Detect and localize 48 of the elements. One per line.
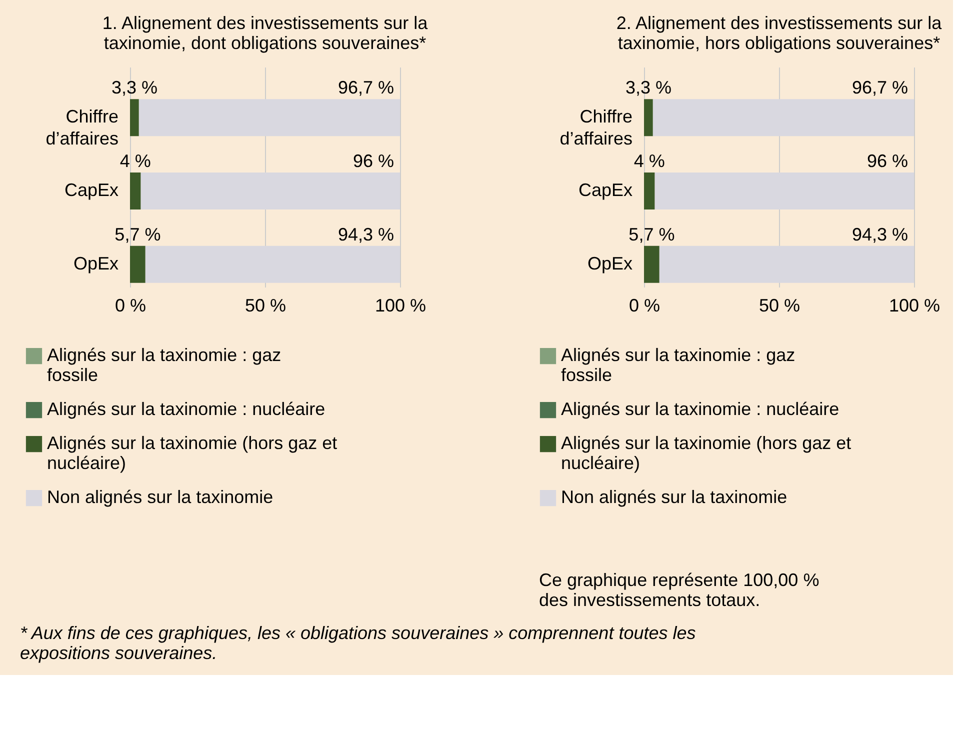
- x-tick-label: 100 %: [374, 296, 426, 316]
- bar: [145, 246, 400, 283]
- text: Ce graphique représente 100,00 % des investissements totaux.: [539, 570, 820, 610]
- bar: [652, 99, 914, 136]
- x-tick-label: 50 %: [758, 296, 800, 316]
- bar: [659, 246, 914, 283]
- data-label: 96 %: [352, 151, 394, 171]
- legend-label: Alignés sur la taxinomie (hors gaz et nucléaire): [561, 433, 852, 473]
- data-label: 4 %: [634, 151, 665, 171]
- bar: [140, 172, 400, 210]
- chart-title: 2. Alignement des investissements sur la taxinomie, hors obligations souveraines*: [616, 13, 943, 53]
- y-tick-label: Chiffre d’affaires: [46, 106, 118, 149]
- legend-label: Alignés sur la taxinomie : nucléaire: [561, 399, 840, 419]
- legend-label: Alignés sur la taxinomie (hors gaz et nucléaire): [47, 433, 338, 473]
- chart-title: 1. Alignement des investissements sur la taxinomie, dont obligations souveraines*: [102, 13, 429, 53]
- data-label: 5,7 %: [628, 224, 675, 244]
- data-label: 96,7 %: [852, 78, 908, 98]
- x-tick-label: 0 %: [628, 296, 660, 316]
- legend-label: Alignés sur la taxinomie : gaz fossile: [47, 345, 282, 385]
- legend-label: Alignés sur la taxinomie : gaz fossile: [561, 345, 796, 385]
- bar: [130, 246, 146, 283]
- legend-label: Non alignés sur la taxinomie: [561, 487, 788, 507]
- bar: [644, 99, 653, 136]
- data-label: 94,3 %: [338, 224, 394, 244]
- bar: [138, 99, 400, 136]
- data-label: 3,3 %: [625, 78, 672, 98]
- x-tick-label: 50 %: [244, 296, 286, 316]
- bar: [644, 172, 655, 210]
- legend-label: Alignés sur la taxinomie : nucléaire: [47, 399, 326, 419]
- legend-label: Non alignés sur la taxinomie: [47, 487, 274, 507]
- data-label: 4 %: [120, 151, 151, 171]
- bar: [130, 172, 141, 210]
- data-label: 3,3 %: [111, 78, 158, 98]
- data-label: 94,3 %: [852, 224, 908, 244]
- data-label: 96 %: [866, 151, 908, 171]
- bar: [644, 246, 660, 283]
- text: * Aux fins de ces graphiques, les « obligations souveraines » comprennent toutes les expositions souveraines.: [20, 623, 696, 663]
- y-tick-label: OpEx: [587, 253, 632, 274]
- bar: [654, 172, 914, 210]
- x-tick-label: 100 %: [888, 296, 940, 316]
- y-tick-label: OpEx: [73, 253, 118, 274]
- data-label: 5,7 %: [114, 224, 161, 244]
- y-tick-label: Chiffre d’affaires: [560, 106, 632, 149]
- y-tick-label: CapEx: [578, 180, 632, 200]
- bar: [130, 99, 139, 136]
- x-tick-label: 0 %: [114, 296, 146, 316]
- data-label: 96,7 %: [338, 78, 394, 98]
- y-tick-label: CapEx: [64, 180, 118, 200]
